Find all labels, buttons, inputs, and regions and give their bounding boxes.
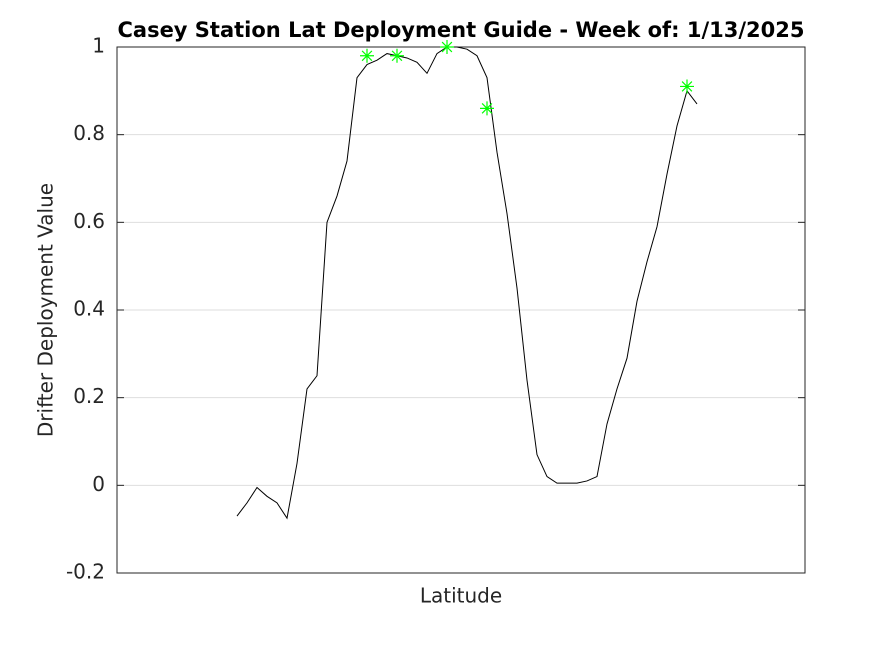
y-tick-label: 0.8 [73,121,105,145]
plot-frame [116,46,806,574]
y-tick-label: 0.6 [73,209,105,233]
marker [360,48,374,63]
data-line [236,46,698,520]
marker [440,40,454,54]
chart-title: Casey Station Lat Deployment Guide - Wee… [117,18,804,42]
y-tick-label: -0.2 [66,560,105,584]
y-tick-label: 0.2 [73,384,105,408]
x-axis-label: Latitude [420,584,502,608]
y-tick-label: 0 [92,472,105,496]
marker [390,48,404,63]
marker [480,101,494,116]
y-axis-label: Drifter Deployment Value [34,183,58,437]
marker [680,79,694,94]
y-tick-label: 1 [92,34,105,58]
y-tick-label: 0.4 [73,297,105,321]
